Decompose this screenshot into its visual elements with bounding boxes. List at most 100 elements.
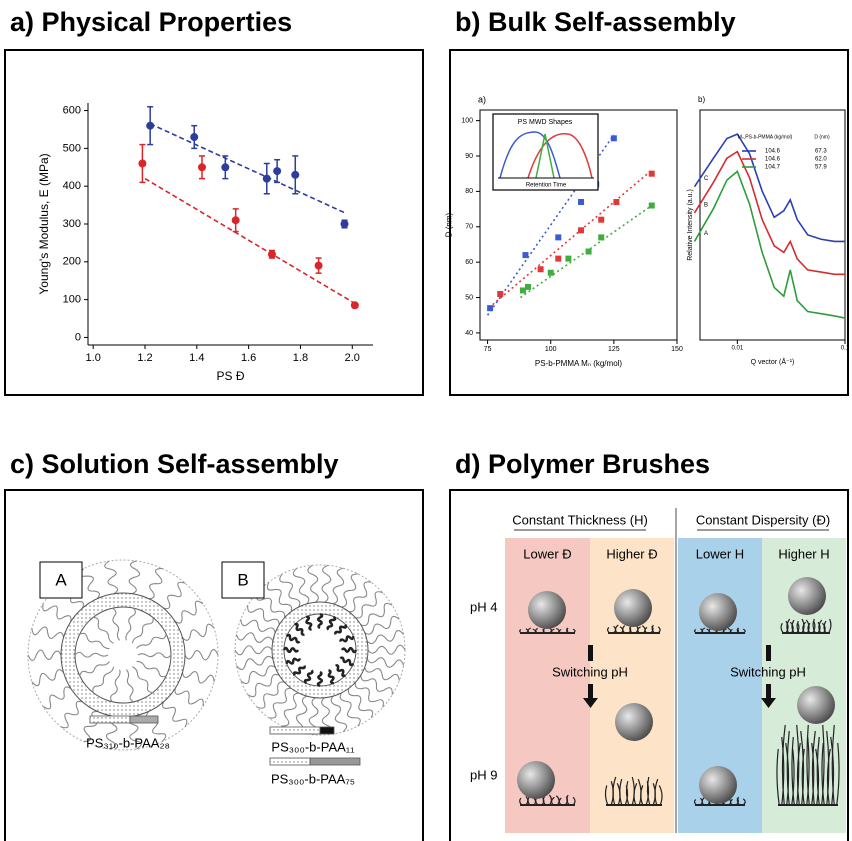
legend-header: Mₙ,PS-b-PMMA (kg/mol) bbox=[738, 134, 793, 140]
point bbox=[613, 199, 620, 205]
point bbox=[522, 252, 529, 259]
point bbox=[537, 266, 544, 273]
brush-chain bbox=[801, 748, 805, 806]
chain bbox=[92, 666, 115, 693]
chain bbox=[162, 701, 188, 728]
chain bbox=[74, 651, 109, 658]
panel-title: d) Polymer Brushes bbox=[455, 449, 710, 479]
y-tick-label: 60 bbox=[465, 259, 473, 266]
panel-frame bbox=[4, 49, 424, 396]
y-tick-label: 80 bbox=[465, 188, 473, 195]
point bbox=[198, 163, 206, 172]
brush-chain bbox=[830, 736, 835, 806]
y-tick-label: 40 bbox=[465, 330, 473, 337]
chain bbox=[31, 626, 65, 639]
brush-chain bbox=[786, 730, 790, 806]
brush-chain bbox=[791, 736, 795, 806]
y-axis-label: Relative Intensity (a.u.) bbox=[687, 189, 694, 261]
panel-frame bbox=[449, 489, 849, 841]
legend-entry: 104.6 bbox=[765, 157, 781, 163]
chain bbox=[125, 669, 134, 703]
panel-title: c) Solution Self-assembly bbox=[10, 449, 339, 479]
chain bbox=[303, 669, 314, 685]
x-tick-label: 0.1 bbox=[841, 346, 850, 352]
particle bbox=[528, 591, 566, 629]
y-axis-label: Young's Modulus, E (MPa) bbox=[37, 153, 51, 294]
chain bbox=[42, 686, 72, 710]
brush-chain bbox=[619, 778, 623, 806]
particle bbox=[797, 686, 835, 724]
chain bbox=[285, 657, 301, 665]
point bbox=[598, 234, 605, 241]
brush-chain bbox=[828, 618, 832, 634]
chain bbox=[316, 670, 324, 688]
chain bbox=[240, 665, 276, 685]
inset-axis-label: Retention Time bbox=[526, 183, 567, 189]
chain bbox=[340, 646, 358, 654]
chain bbox=[327, 669, 335, 685]
x-tick-label: 2.0 bbox=[345, 352, 360, 364]
x-tick-label: 1.4 bbox=[189, 352, 204, 364]
group-title: Constant Dispersity (Đ) bbox=[696, 512, 830, 527]
brush-chain bbox=[811, 742, 815, 806]
point bbox=[578, 199, 585, 205]
trend-line bbox=[144, 177, 356, 305]
brush-chain bbox=[646, 776, 651, 806]
chain bbox=[330, 695, 348, 733]
brush-chain bbox=[805, 619, 810, 634]
point bbox=[497, 291, 504, 297]
brush-chain bbox=[781, 736, 785, 806]
chain bbox=[132, 666, 153, 694]
brush-chain bbox=[796, 724, 800, 806]
brush-chain bbox=[796, 742, 801, 806]
legend-entry: 104.6 bbox=[765, 149, 781, 155]
chain bbox=[182, 623, 215, 641]
brush-chain bbox=[604, 785, 609, 806]
brush-chain bbox=[826, 748, 831, 806]
caption: PS₃₀₀-b-PAA₁₁ bbox=[271, 739, 355, 754]
brush-chain bbox=[633, 783, 638, 806]
brush-chain bbox=[816, 736, 820, 806]
y-tick-label: 70 bbox=[465, 224, 473, 231]
chain bbox=[366, 630, 404, 645]
arrow-stem bbox=[588, 645, 593, 661]
chain bbox=[181, 671, 215, 684]
curve-tag: B bbox=[704, 203, 708, 209]
panel-frame bbox=[4, 489, 424, 841]
point bbox=[585, 248, 592, 255]
brush-chain bbox=[815, 748, 820, 806]
brush-chain bbox=[791, 748, 795, 806]
x-axis-label: PS Đ bbox=[216, 369, 244, 383]
chain bbox=[334, 624, 348, 635]
chain bbox=[367, 644, 406, 655]
chain bbox=[247, 605, 280, 625]
chain bbox=[268, 687, 292, 719]
chain bbox=[294, 622, 305, 636]
action-label: Switching pH bbox=[730, 664, 806, 679]
y-axis-label: D (nm) bbox=[445, 212, 454, 237]
arrow bbox=[761, 684, 776, 708]
particle bbox=[699, 766, 737, 804]
chain bbox=[174, 600, 204, 624]
point bbox=[648, 170, 655, 177]
y-tick-label: 100 bbox=[63, 294, 81, 306]
point bbox=[350, 301, 359, 310]
chain bbox=[93, 616, 114, 644]
point bbox=[648, 202, 655, 209]
point bbox=[519, 287, 526, 294]
arrow bbox=[583, 684, 598, 708]
point bbox=[340, 220, 349, 228]
brush-chain bbox=[791, 619, 795, 634]
wall bbox=[61, 593, 185, 717]
chain bbox=[60, 700, 83, 729]
chain bbox=[79, 568, 100, 599]
x-tick-label: 75 bbox=[484, 346, 492, 353]
curve bbox=[693, 150, 845, 276]
chain bbox=[136, 634, 167, 649]
label-box bbox=[39, 561, 83, 599]
brush-chain bbox=[658, 785, 663, 806]
panel-frame bbox=[449, 49, 849, 396]
chain bbox=[282, 692, 299, 727]
y-tick-label: 100 bbox=[461, 117, 473, 124]
